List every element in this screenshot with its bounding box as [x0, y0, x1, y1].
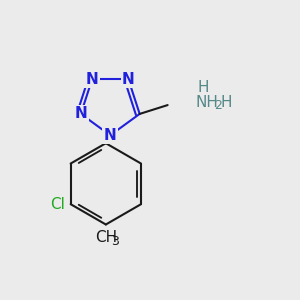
Text: N: N	[122, 72, 135, 87]
Text: 2: 2	[214, 99, 222, 112]
Text: CH: CH	[95, 230, 117, 245]
Text: NH: NH	[196, 94, 218, 110]
Text: H: H	[197, 80, 209, 95]
Text: Cl: Cl	[50, 197, 65, 212]
Text: 3: 3	[111, 235, 119, 248]
Text: N: N	[86, 72, 98, 87]
Text: N: N	[74, 106, 87, 122]
Text: H: H	[221, 94, 232, 110]
Text: N: N	[104, 128, 117, 143]
